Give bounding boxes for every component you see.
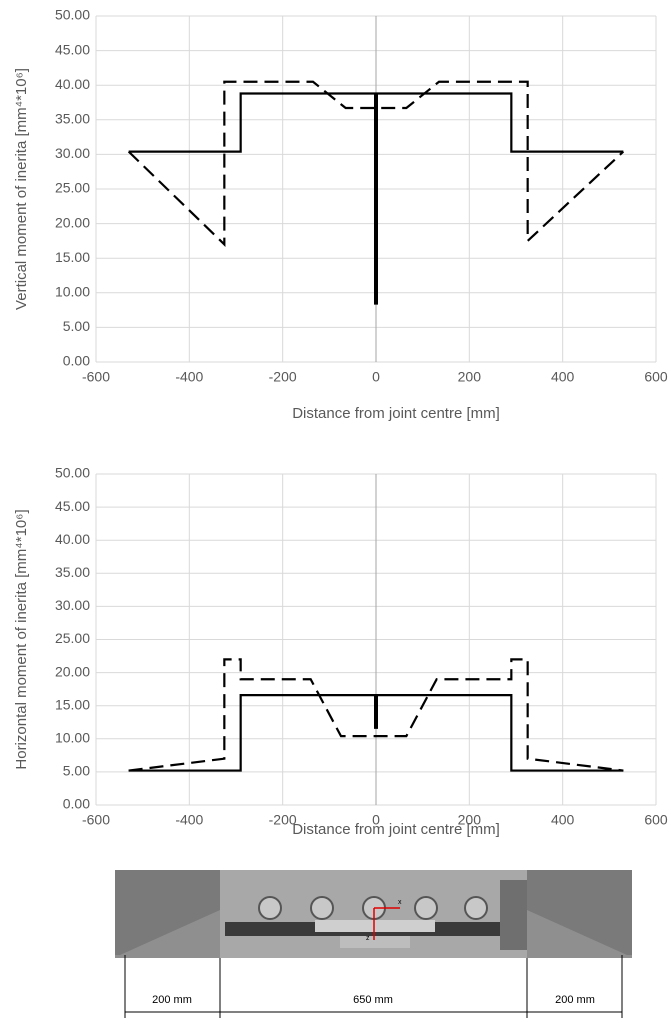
- y-tick-label: 50.00: [55, 7, 90, 23]
- insert: [315, 920, 435, 932]
- x-axis-title: Distance from joint centre [mm]: [292, 821, 500, 838]
- y-axis-title: Vertical moment of inerita [mm⁴*10⁶]: [13, 68, 30, 310]
- x-tick-label: 0: [372, 369, 380, 385]
- end-cap: [500, 880, 527, 950]
- x-tick-label: 600: [644, 812, 668, 828]
- y-tick-label: 40.00: [55, 76, 90, 92]
- y-tick-label: 45.00: [55, 498, 90, 514]
- x-tick-label: 200: [458, 369, 482, 385]
- y-tick-label: 20.00: [55, 214, 90, 230]
- x-tick-label: 600: [644, 369, 668, 385]
- dimension-label: 200 mm: [555, 994, 595, 1006]
- chart: 0.00 5.00 10.00 15.00 20.00 25.00 30.00 35.00 40…: [13, 465, 668, 838]
- x-tick-label: 400: [551, 812, 575, 828]
- x-tick-label: -600: [82, 369, 110, 385]
- y-tick-label: 5.00: [63, 763, 90, 779]
- axis-label: z: [366, 935, 370, 942]
- chart: 0.00 5.00 10.00 15.00 20.00 25.00 30.00 35.00 40…: [13, 7, 668, 422]
- y-tick-label: 5.00: [63, 318, 90, 334]
- y-tick-label: 15.00: [55, 249, 90, 265]
- y-tick-label: 25.00: [55, 180, 90, 196]
- dimension-label: 200 mm: [152, 994, 192, 1006]
- page: x z 200 mm 650 mm 200 mm 0.00 5.00 10.00 15…: [0, 0, 671, 1021]
- bolt: [465, 897, 487, 919]
- y-tick-label: 0.00: [63, 353, 90, 369]
- x-tick-label: -400: [175, 812, 203, 828]
- x-axis-title: Distance from joint centre [mm]: [292, 405, 500, 422]
- dimension-label: 650 mm: [353, 994, 393, 1006]
- y-tick-label: 50.00: [55, 465, 90, 481]
- x-tick-label: -200: [269, 369, 297, 385]
- tab: [340, 936, 410, 948]
- y-tick-label: 35.00: [55, 564, 90, 580]
- y-tick-label: 40.00: [55, 531, 90, 547]
- x-tick-label: -600: [82, 812, 110, 828]
- bolt: [415, 897, 437, 919]
- y-tick-label: 45.00: [55, 41, 90, 57]
- y-axis-title: Horizontal moment of inerita [mm⁴*10⁶]: [13, 509, 30, 769]
- y-tick-label: 30.00: [55, 597, 90, 613]
- x-tick-label: 400: [551, 369, 575, 385]
- y-tick-label: 35.00: [55, 111, 90, 127]
- bolt: [259, 897, 281, 919]
- y-tick-label: 30.00: [55, 145, 90, 161]
- y-tick-label: 20.00: [55, 663, 90, 679]
- bolt: [311, 897, 333, 919]
- joint-diagram: x z 200 mm 650 mm 200 mm: [115, 870, 632, 1018]
- y-tick-label: 10.00: [55, 284, 90, 300]
- y-tick-label: 0.00: [63, 796, 90, 812]
- y-tick-label: 25.00: [55, 630, 90, 646]
- axis-label: x: [398, 899, 402, 906]
- y-tick-label: 10.00: [55, 730, 90, 746]
- x-tick-label: -400: [175, 369, 203, 385]
- y-tick-label: 15.00: [55, 696, 90, 712]
